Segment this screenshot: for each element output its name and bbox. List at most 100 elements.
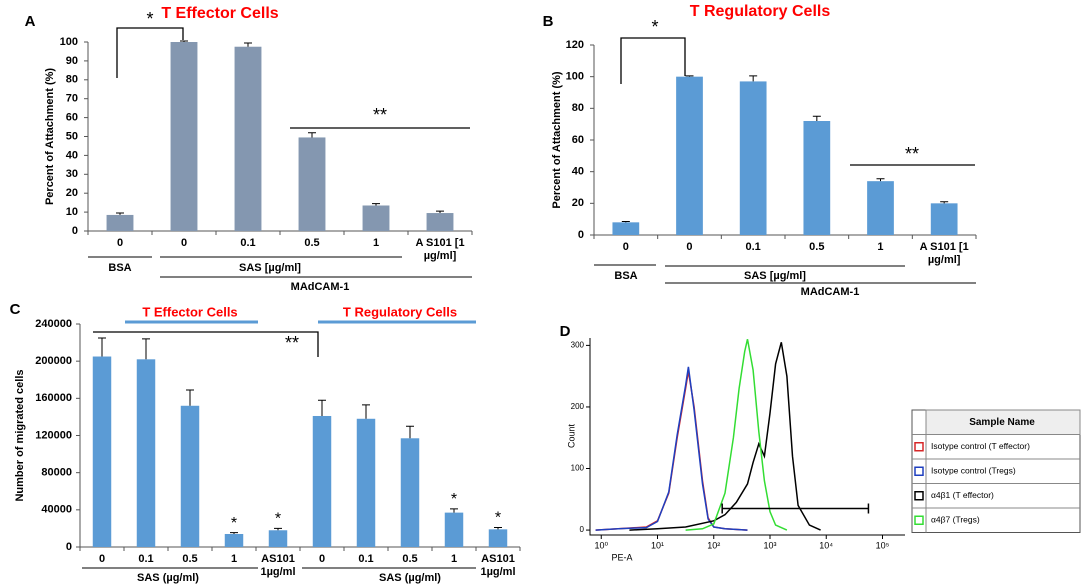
annotation: * xyxy=(275,511,281,528)
x-tick-label: 1 xyxy=(372,237,380,249)
annotation: ** xyxy=(373,105,387,125)
y-tick-label: 40 xyxy=(572,166,584,178)
x-tick-label: 10⁰ xyxy=(594,540,608,550)
x-tick-label-text: 0.1 xyxy=(240,237,256,249)
x-tick-label-text: 0 xyxy=(622,241,629,253)
legend-label: Isotype control (Tregs) xyxy=(931,466,1016,476)
legend-swatch xyxy=(914,466,924,476)
x-tick-label: 0 xyxy=(622,241,629,253)
group-label: SAS (µg/ml) xyxy=(137,572,199,584)
histogram-line xyxy=(629,342,821,531)
chart-title: T Effector Cells xyxy=(161,5,278,22)
y-tick-label: 0 xyxy=(66,541,72,553)
x-tick-label-text: 0.5 xyxy=(304,237,320,249)
x-tick-label-text: 1 xyxy=(450,553,458,565)
bar xyxy=(268,530,288,547)
annotation: ** xyxy=(285,333,299,353)
x-tick-label-text: 1 xyxy=(372,237,380,249)
bar xyxy=(106,214,134,231)
y-tick-label: 60 xyxy=(66,112,78,124)
x-tick-label-text: 0 xyxy=(318,553,326,565)
bar xyxy=(356,418,376,547)
error-bar xyxy=(142,338,150,360)
x-tick-label: 0.5 xyxy=(809,241,824,253)
error-bar xyxy=(186,389,194,406)
panel-label: A xyxy=(25,13,36,30)
legend-label: Isotype control (T effector) xyxy=(931,441,1030,451)
error-bar xyxy=(362,404,370,419)
x-tick-label: 10¹ xyxy=(651,540,664,550)
x-tick-label-text: A S101 [1 µg/ml] xyxy=(919,241,969,266)
x-tick-label: 0.1 xyxy=(745,241,761,253)
y-tick-label: 100 xyxy=(60,36,78,48)
x-tick-label: 10⁵ xyxy=(876,540,890,550)
y-tick-label: 20 xyxy=(572,197,584,209)
error-bar xyxy=(812,115,821,121)
error-bar xyxy=(274,527,282,531)
y-tick-label: 160000 xyxy=(35,392,72,404)
histogram-line xyxy=(595,366,748,531)
gate-marker xyxy=(721,503,870,514)
legend-swatch xyxy=(914,442,924,452)
x-tick-label-text: 0 xyxy=(116,237,124,249)
error-bar xyxy=(494,526,502,530)
error-bar xyxy=(436,210,444,214)
bar xyxy=(739,81,767,236)
legend-swatch xyxy=(914,515,924,525)
group-label: SAS [µg/ml] xyxy=(239,262,301,274)
bar xyxy=(234,46,262,231)
error-bar xyxy=(308,132,316,138)
y-axis-label: Percent of Attachment (%) xyxy=(44,68,56,205)
x-tick-label: 0 xyxy=(318,553,326,565)
y-axis-label: Percent of Attachment (%) xyxy=(551,71,563,208)
x-tick-label-text: 0.5 xyxy=(182,553,198,565)
legend-title: Sample Name xyxy=(969,417,1035,428)
y-tick-label: 200 xyxy=(571,402,585,411)
x-tick-label: 1 xyxy=(231,553,237,565)
x-tick-label-text: 1 xyxy=(877,241,884,253)
histogram-line xyxy=(595,371,748,531)
y-tick-label: 240000 xyxy=(35,318,72,330)
x-tick-label-text: 0.1 xyxy=(745,241,761,253)
x-tick-label-text: AS101 1µg/ml xyxy=(480,553,516,578)
bar xyxy=(676,76,703,236)
bar xyxy=(224,533,244,547)
x-tick-label: 0.1 xyxy=(240,237,256,249)
annotation: * xyxy=(495,510,501,527)
x-tick-label: AS101 1µg/ml xyxy=(260,553,295,578)
error-bar xyxy=(244,42,252,47)
error-bar xyxy=(180,40,188,42)
error-bar xyxy=(116,212,124,215)
group-label: T Regulatory Cells xyxy=(343,304,457,319)
annotation: * xyxy=(451,491,457,508)
y-tick-label: 300 xyxy=(571,340,585,349)
legend-swatch xyxy=(914,491,924,501)
bar xyxy=(803,121,831,235)
x-tick-label: 0.5 xyxy=(182,553,198,565)
x-axis-label: PE-A xyxy=(611,552,632,562)
error-bar xyxy=(406,425,414,439)
x-tick-label: 1 xyxy=(450,553,458,565)
error-bar xyxy=(749,75,758,82)
bar xyxy=(426,213,454,231)
y-tick-label: 100 xyxy=(571,464,585,473)
y-tick-label: 0 xyxy=(578,229,584,241)
annotation: * xyxy=(651,17,658,37)
group-label: BSA xyxy=(614,270,637,282)
error-bar xyxy=(940,201,949,204)
annotation: * xyxy=(146,9,153,29)
x-tick-label: A S101 [1 µg/ml] xyxy=(919,241,969,266)
bar xyxy=(312,415,332,547)
x-tick-label: 0.1 xyxy=(138,553,153,565)
panel-label: D xyxy=(560,323,571,340)
x-tick-label-text: 0 xyxy=(686,241,693,253)
bar xyxy=(298,137,326,231)
y-tick-label: 120000 xyxy=(35,429,72,441)
x-tick-label: 0 xyxy=(116,237,124,249)
x-tick-label-text: A S101 [1 µg/ml] xyxy=(415,237,465,262)
y-tick-label: 80 xyxy=(66,74,78,86)
x-tick-label: 0.5 xyxy=(402,553,417,565)
y-axis-label: Number of migrated cells xyxy=(14,369,26,501)
y-tick-label: 10 xyxy=(66,206,78,218)
